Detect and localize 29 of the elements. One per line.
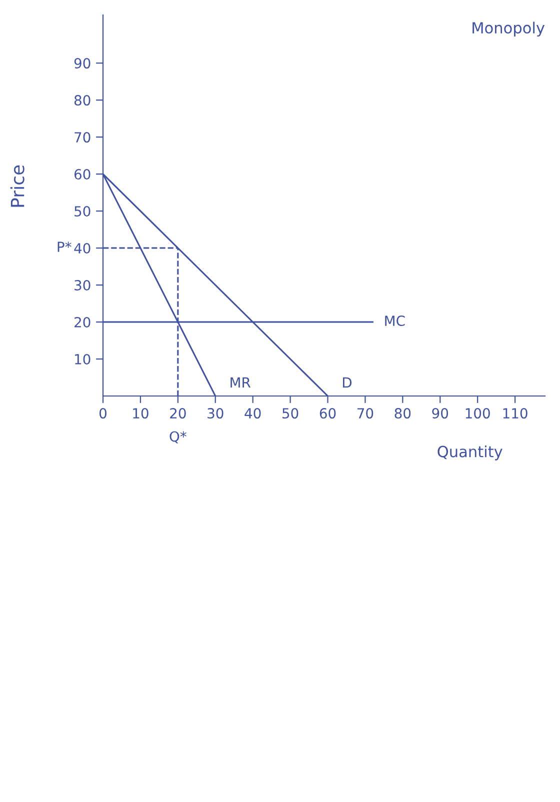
y-tick-label: 60: [74, 169, 90, 180]
y-tick-label: 90: [74, 58, 90, 69]
y-tick-label: 50: [74, 206, 90, 217]
y-tick-label: 20: [74, 316, 90, 328]
x-tick-label: 30: [208, 408, 224, 419]
y-axis-title: Price: [10, 165, 24, 207]
annotation: P*: [58, 242, 72, 252]
x-tick-label: 40: [244, 408, 261, 419]
x-tick-label: 60: [320, 408, 336, 419]
series-label: MR: [230, 377, 250, 388]
y-tick-label: 10: [75, 354, 90, 364]
y-tick-label: 70: [74, 132, 90, 143]
x-tick-label: 100: [466, 408, 490, 419]
x-tick-label: 90: [432, 408, 448, 419]
x-tick-label: 50: [282, 408, 298, 419]
x-tick-label: 0: [99, 408, 106, 419]
x-tick-label: 10: [133, 408, 148, 419]
y-tick-label: 80: [74, 95, 90, 106]
x-tick-label: 80: [394, 408, 411, 419]
x-tick-label: 110: [503, 408, 528, 419]
y-tick-label: 40: [74, 243, 90, 254]
x-tick-label: 20: [170, 408, 186, 419]
chart-title: Monopoly: [472, 22, 545, 37]
y-tick-label: 30: [74, 280, 90, 291]
series-label: MC: [385, 316, 405, 326]
x-axis-title: Quantity: [438, 446, 502, 460]
annotation: Q*: [170, 431, 186, 444]
x-tick-label: 70: [358, 408, 374, 419]
series-label: D: [342, 377, 352, 388]
